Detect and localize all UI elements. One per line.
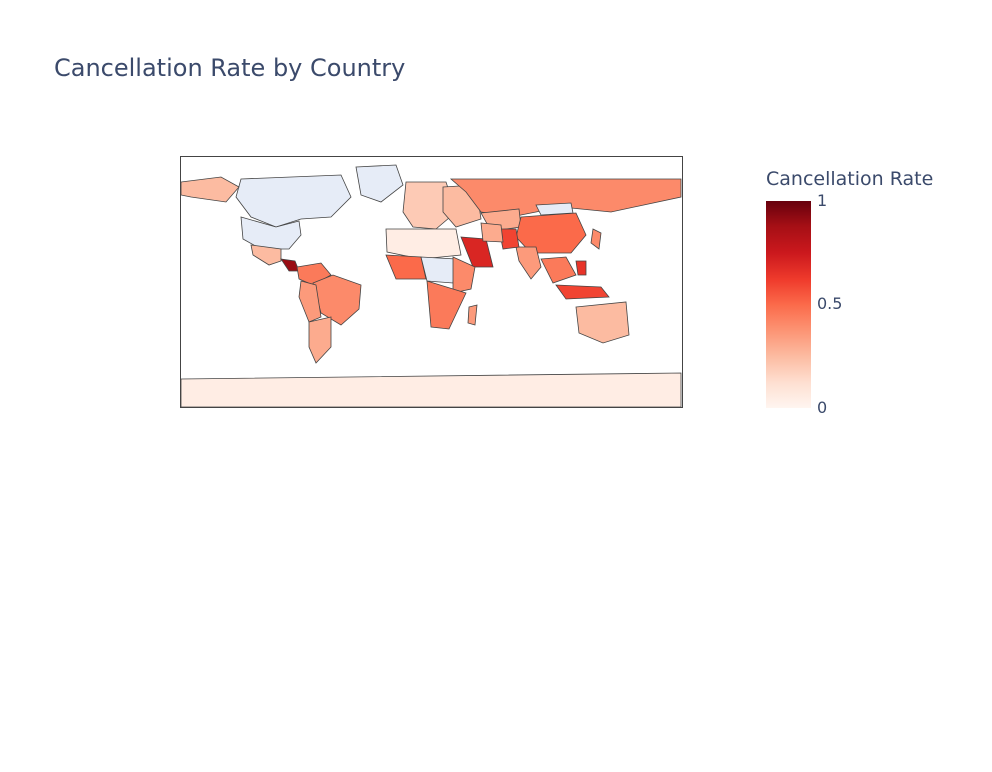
colorbar-tick-min: 0 [817,398,828,417]
colorbar-title: Cancellation Rate [766,168,934,190]
world-map[interactable] [181,157,682,407]
country-region[interactable] [575,260,587,276]
country-region[interactable] [555,284,610,300]
country-region[interactable] [535,202,574,216]
country-region[interactable] [312,274,362,326]
colorbar-tick-mid: 0.5 [817,294,843,313]
country-region[interactable] [590,228,602,250]
country-region[interactable] [575,301,630,344]
country-region[interactable] [385,254,427,280]
country-region[interactable] [467,304,478,326]
country-region[interactable] [240,216,302,250]
country-region[interactable] [385,228,462,260]
country-region[interactable] [460,236,494,268]
map-frame[interactable] [180,156,683,408]
country-region[interactable] [480,222,504,243]
country-region[interactable] [515,246,542,280]
chart-title: Cancellation Rate by Country [54,54,406,82]
country-region[interactable] [250,244,282,266]
country-region[interactable] [420,256,457,284]
country-region[interactable] [298,280,322,323]
country-region[interactable] [308,316,332,364]
country-region[interactable] [280,258,300,272]
country-region[interactable] [452,256,476,294]
country-region[interactable] [426,280,467,330]
colorbar [766,201,811,408]
country-region[interactable] [181,372,682,407]
country-region[interactable] [540,256,577,284]
colorbar-tick-max: 1 [817,191,828,210]
country-region[interactable] [355,164,404,203]
country-region[interactable] [235,174,352,228]
country-region[interactable] [181,176,240,203]
